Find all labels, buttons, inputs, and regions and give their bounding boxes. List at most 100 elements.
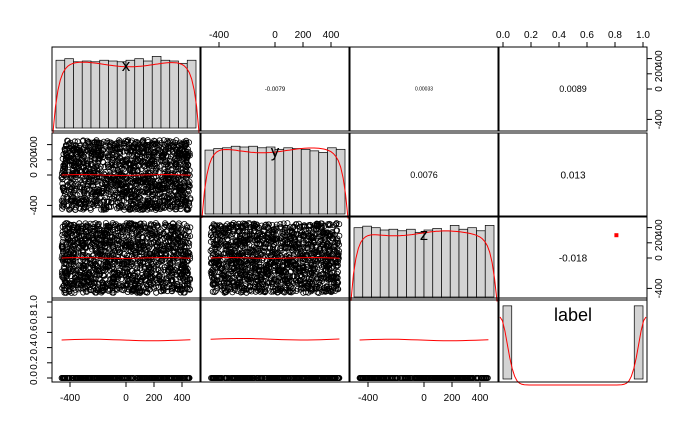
scatter-point: [143, 181, 150, 188]
hist-bar-x-12: [160, 59, 171, 129]
scatter-point: [62, 156, 69, 163]
scatter-point: [159, 184, 166, 191]
hist-bar-y-6: [257, 147, 267, 215]
scatter-point: [94, 202, 101, 209]
scatter-point: [68, 197, 75, 204]
scatter-point: [95, 146, 102, 153]
scatter-point: [179, 227, 186, 234]
scatter-point: [126, 147, 133, 154]
scatter-point: [59, 202, 66, 209]
scatter-point: [162, 147, 169, 154]
scatter-point: [171, 143, 178, 150]
scatter-point: [124, 204, 131, 211]
hist-bar-x-3: [81, 60, 92, 129]
scatter-point: [122, 189, 129, 196]
scatter-point: [180, 286, 187, 293]
scatter-point: [63, 188, 70, 195]
scatter-point: [93, 199, 100, 206]
scatter-point: [91, 164, 98, 171]
hist-bar-z-10: [441, 230, 451, 298]
scatter-point: [152, 141, 159, 148]
scatter-point: [150, 203, 157, 210]
hist-bar-z-4: [388, 228, 399, 298]
scatter-point: [129, 183, 136, 190]
scatter-point: [67, 179, 74, 186]
scatter-point: [154, 192, 161, 199]
scatter-point: [164, 153, 171, 160]
scatter-point: [80, 289, 87, 296]
scatter-point: [75, 163, 82, 170]
scatter-point: [142, 163, 149, 170]
scatter-point: [81, 200, 88, 207]
scatter-point: [172, 158, 179, 165]
scatter-point: [169, 220, 176, 227]
scatter-point: [179, 187, 186, 194]
scatter-point: [90, 221, 97, 228]
scatter-point: [119, 160, 126, 167]
scatter-point: [95, 221, 102, 228]
histogram-y: [204, 145, 346, 215]
scatter-point: [168, 162, 175, 169]
scatter-point: [101, 164, 108, 171]
scatter-point: [126, 151, 133, 158]
scatter-point: [159, 151, 166, 158]
scatter-point: [123, 188, 130, 195]
scatter-point: [87, 206, 94, 213]
scatter-point: [74, 146, 81, 153]
scatter-point: [162, 198, 169, 205]
scatter-point: [183, 205, 190, 212]
scatter-point: [69, 184, 76, 191]
scatter-point: [66, 180, 73, 187]
scatter-point: [176, 181, 183, 188]
scatter-point: [77, 191, 84, 198]
scatter-label-vs-z: [356, 374, 491, 381]
scatter-point: [75, 200, 82, 207]
scatter-point: [137, 187, 144, 194]
scatter-point: [76, 161, 83, 168]
scatter-point: [66, 206, 73, 213]
hist-bar-y-12: [309, 150, 320, 215]
histogram-x: [55, 56, 197, 129]
scatter-point: [110, 165, 117, 172]
hist-bar-y-11: [300, 148, 311, 215]
scatter-point: [98, 140, 105, 147]
scatter-point: [180, 161, 187, 168]
hist-bar-z-13: [467, 227, 477, 298]
hist-bar-y-13: [318, 152, 328, 215]
scatter-point: [65, 232, 72, 239]
hist-bar-y-3: [230, 145, 241, 215]
scatter-point: [145, 260, 152, 267]
scatter-point: [59, 170, 66, 177]
scatter-point: [80, 153, 87, 160]
scatter-point: [114, 171, 121, 178]
hist-bar-z-12: [458, 228, 469, 298]
scatter-point: [85, 148, 92, 155]
scatter-point: [130, 162, 137, 169]
scatter-point: [79, 181, 86, 188]
scatter-point: [106, 193, 113, 200]
scatter-point: [60, 200, 67, 207]
scatter-point: [122, 179, 129, 186]
scatter-point: [91, 139, 98, 146]
scatter-point: [108, 139, 115, 146]
scatter-point: [164, 175, 171, 182]
scatter-point: [142, 170, 149, 177]
scatter-point: [107, 272, 114, 279]
scatter-point: [124, 195, 131, 202]
scatter-point: [88, 160, 95, 167]
scatter-point: [132, 139, 139, 146]
scatter-y-vs-x: [58, 137, 194, 213]
scatter-point: [158, 154, 165, 161]
scatter-point: [84, 137, 91, 144]
scatter-point: [66, 206, 73, 213]
scatter-point: [95, 139, 102, 146]
scatter-point: [181, 141, 188, 148]
scatter-point: [136, 206, 143, 213]
scatter-point: [131, 156, 138, 163]
scatter-point: [187, 196, 194, 203]
scatter-point: [181, 277, 188, 284]
scatter-point: [121, 181, 128, 188]
scatter-point: [105, 226, 112, 233]
scatter-point: [87, 200, 94, 207]
scatter-point: [160, 148, 167, 155]
